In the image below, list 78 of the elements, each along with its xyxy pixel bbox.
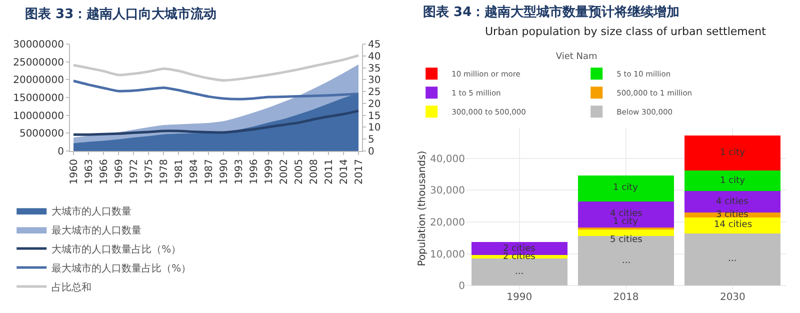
y-tick-label: 30,000 — [430, 186, 465, 197]
y2-tick-label: 0 — [368, 146, 374, 158]
y-tick-label: 30000000 — [13, 40, 64, 50]
x-tick-label: 1963 — [84, 159, 95, 184]
legend-label: 最大城市的人口数量 — [52, 224, 142, 236]
bar — [578, 227, 674, 230]
annotation: ... — [622, 256, 631, 266]
chart-title: 图表 34：越南大型城市数量预计将继续增加 — [423, 4, 680, 20]
x-tick-label: 1999 — [264, 159, 275, 184]
x-tick-label: 1996 — [248, 159, 260, 184]
annotation: 1 city — [613, 217, 639, 227]
annotation: 14 cities — [714, 220, 752, 230]
line-series — [72, 110, 360, 136]
legend-label: 最大城市的人口数量占比（%） — [52, 262, 192, 274]
legend-title: Viet Nam — [556, 52, 598, 62]
x-tick-label: 2014 — [338, 159, 350, 184]
legend-label: 占比总和 — [52, 281, 92, 294]
x-tick-label: 2008 — [308, 159, 320, 184]
annotation: 1 city — [613, 183, 639, 193]
x-tick-label: 1975 — [144, 159, 155, 184]
x-tick-label: 2011 — [324, 159, 335, 184]
x-tick-label: 1960 — [68, 159, 80, 184]
x-tick-label: 2002 — [278, 159, 290, 184]
y-tick-label: 20,000 — [430, 218, 465, 228]
y-tick-label: 15000000 — [13, 93, 64, 104]
bar — [684, 218, 781, 234]
legend-label: 大城市的人口数量占比（%） — [52, 243, 182, 256]
bar — [578, 201, 674, 228]
y2-tick-label: 45 — [368, 40, 381, 50]
bar — [684, 170, 781, 192]
annotation: 4 cities — [716, 197, 749, 207]
x-tick-label: 1972 — [128, 159, 140, 184]
x-tick-label: 2017 — [354, 159, 365, 184]
y-tick-label: 20000000 — [13, 75, 64, 86]
bar — [578, 236, 674, 286]
y-tick-label: 40,000 — [430, 154, 465, 165]
bar — [684, 135, 781, 171]
bar — [578, 230, 674, 236]
y-axis-title: Population (thousands) — [417, 150, 428, 266]
y-tick-label: 10,000 — [430, 249, 465, 260]
bar — [578, 175, 674, 202]
x-tick-label: 1969 — [114, 159, 125, 184]
x-tick-label: 1993 — [234, 159, 245, 184]
annotation: 3 cities — [716, 210, 749, 220]
y2-tick-label: 40 — [368, 51, 381, 62]
x-tick-label: 1978 — [158, 159, 170, 184]
y-tick-label: 10000000 — [13, 110, 64, 122]
x-tick-label: 1966 — [98, 159, 110, 184]
y2-tick-label: 15 — [368, 110, 381, 122]
annotation: 1 city — [720, 148, 746, 158]
y2-tick-label: 25 — [368, 87, 381, 98]
chart-title: 图表 33：越南人口向大城市流动 — [25, 6, 217, 22]
x-tick-label: 2005 — [294, 159, 305, 184]
x-tick-label: 1981 — [174, 159, 185, 184]
y-tick-label: 25000000 — [13, 57, 64, 68]
y2-tick-label: 5 — [368, 134, 374, 146]
y-tick-label: 5000000 — [19, 128, 64, 140]
y2-tick-label: 10 — [368, 122, 381, 134]
bar — [684, 233, 781, 286]
bar — [471, 258, 568, 286]
y-tick-label: 0 — [58, 146, 64, 158]
x-tick-label: 1990 — [506, 292, 532, 303]
y-tick-label: 0 — [458, 281, 465, 292]
annotation: ... — [515, 267, 524, 277]
legend-label: 大城市的人口数量 — [52, 205, 132, 218]
chart-subtitle: Urban population by size class of urban settlement — [485, 25, 767, 38]
annotation: 1 city — [720, 176, 746, 186]
y2-tick-label: 30 — [368, 75, 381, 86]
x-tick-label: 2030 — [720, 292, 746, 303]
y2-tick-label: 35 — [368, 63, 381, 74]
x-tick-label: 1990 — [218, 159, 230, 184]
x-tick-label: 1984 — [188, 159, 200, 184]
x-tick-label: 1987 — [204, 159, 215, 184]
annotation: 5 cities — [610, 235, 643, 245]
y2-tick-label: 20 — [368, 98, 381, 110]
x-tick-label: 2018 — [613, 292, 639, 303]
line-series — [72, 54, 360, 82]
annotation: ... — [728, 254, 737, 264]
